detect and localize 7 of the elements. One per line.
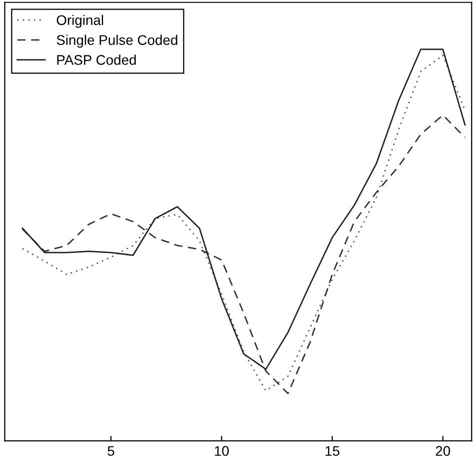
legend-label: Single Pulse Coded (56, 34, 178, 48)
legend-label: PASP Coded (57, 54, 136, 65)
x-tick-label: 5 (108, 446, 114, 456)
x-tick-label: 10 (214, 446, 229, 456)
x-tick-label: 15 (326, 446, 340, 456)
legend-label: Original (56, 14, 104, 28)
x-tick-label: 20 (436, 446, 450, 456)
